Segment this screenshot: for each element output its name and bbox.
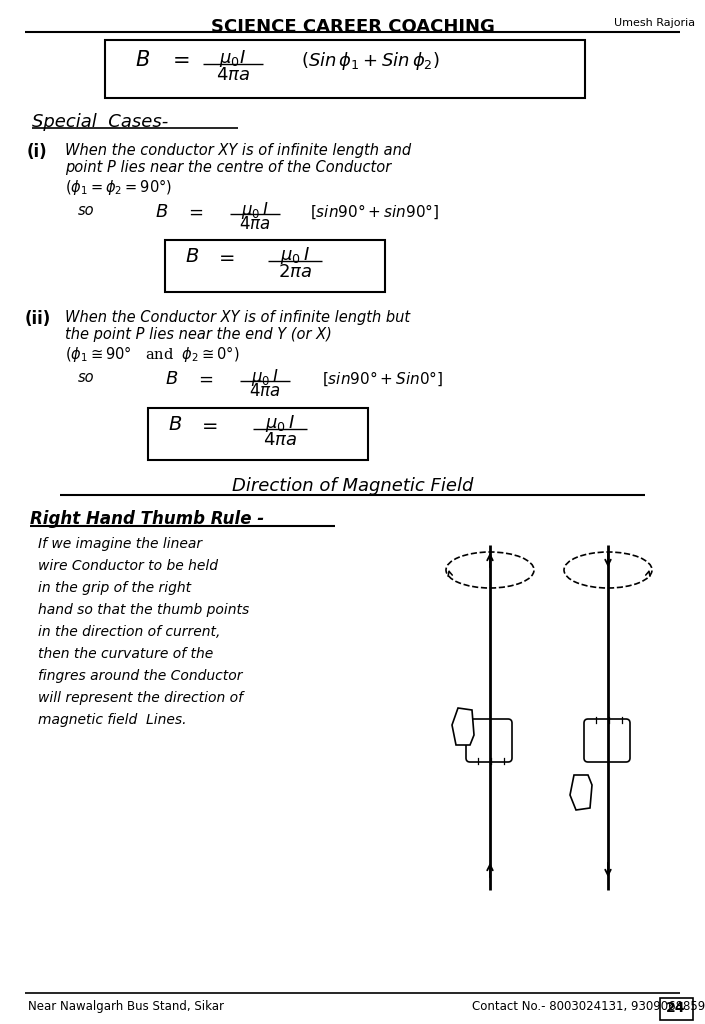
Text: Special  Cases-: Special Cases- — [32, 113, 168, 131]
Text: $B$: $B$ — [135, 50, 150, 70]
Text: Umesh Rajoria: Umesh Rajoria — [614, 18, 695, 28]
Text: $=$: $=$ — [168, 50, 190, 69]
Text: so: so — [78, 370, 94, 385]
Text: $\mu_0\,I$: $\mu_0\,I$ — [280, 245, 310, 266]
Text: $4\pi a$: $4\pi a$ — [263, 431, 297, 449]
Text: Direction of Magnetic Field: Direction of Magnetic Field — [232, 477, 473, 495]
Bar — [148, 408, 368, 460]
Text: $=$: $=$ — [215, 248, 235, 266]
Text: $B$: $B$ — [185, 248, 200, 266]
Text: $\mu_0 I$: $\mu_0 I$ — [219, 48, 247, 69]
Text: $[sin90° + Sin0°]$: $[sin90° + Sin0°]$ — [322, 370, 443, 388]
Polygon shape — [452, 708, 474, 745]
Text: in the direction of current,: in the direction of current, — [38, 625, 221, 639]
Bar — [105, 40, 585, 98]
Text: Near Nawalgarh Bus Stand, Sikar: Near Nawalgarh Bus Stand, Sikar — [28, 1000, 224, 1013]
Text: $\mu_0\,I$: $\mu_0\,I$ — [241, 200, 269, 221]
Text: $4\pi a$: $4\pi a$ — [249, 383, 281, 400]
Text: $B$: $B$ — [155, 203, 168, 221]
Text: $(Sin\,\phi_1 + Sin\,\phi_2)$: $(Sin\,\phi_1 + Sin\,\phi_2)$ — [300, 50, 439, 72]
Text: will represent the direction of: will represent the direction of — [38, 691, 243, 705]
Text: wire Conductor to be held: wire Conductor to be held — [38, 559, 218, 573]
Text: in the grip of the right: in the grip of the right — [38, 581, 191, 595]
Text: $=$: $=$ — [198, 416, 218, 434]
Text: the point P lies near the end Y (or X): the point P lies near the end Y (or X) — [65, 327, 332, 342]
Text: $2\pi a$: $2\pi a$ — [278, 263, 312, 281]
Text: $=$: $=$ — [195, 370, 214, 388]
Text: so: so — [78, 203, 94, 218]
Text: fingres around the Conductor: fingres around the Conductor — [38, 669, 243, 683]
Text: $B$: $B$ — [168, 416, 182, 434]
FancyBboxPatch shape — [466, 719, 512, 762]
Text: magnetic field  Lines.: magnetic field Lines. — [38, 713, 187, 727]
Polygon shape — [570, 775, 592, 810]
Text: $B$: $B$ — [165, 370, 178, 388]
Text: Right Hand Thumb Rule -: Right Hand Thumb Rule - — [30, 510, 264, 528]
Text: $4\pi a$: $4\pi a$ — [239, 216, 271, 233]
Text: $\mu_0\,I$: $\mu_0\,I$ — [265, 413, 295, 434]
Text: When the conductor XY is of infinite length and: When the conductor XY is of infinite len… — [65, 143, 411, 158]
Text: $4\pi a$: $4\pi a$ — [216, 66, 250, 84]
Text: hand so that the thumb points: hand so that the thumb points — [38, 603, 250, 617]
Bar — [165, 240, 385, 292]
Text: SCIENCE CAREER COACHING: SCIENCE CAREER COACHING — [211, 18, 494, 36]
Text: then the curvature of the: then the curvature of the — [38, 647, 213, 662]
Text: $\mu_0\,I$: $\mu_0\,I$ — [251, 367, 279, 388]
Text: Contact No.- 8003024131, 9309068859: Contact No.- 8003024131, 9309068859 — [472, 1000, 705, 1013]
Text: $(\phi_1 \cong 90°$   and  $\phi_2 \cong 0°)$: $(\phi_1 \cong 90°$ and $\phi_2 \cong 0°… — [65, 344, 240, 364]
Text: $[sin90° + sin90°]$: $[sin90° + sin90°]$ — [310, 203, 439, 221]
Bar — [660, 998, 693, 1020]
Text: (i): (i) — [27, 143, 48, 161]
Text: When the Conductor XY is of infinite length but: When the Conductor XY is of infinite len… — [65, 310, 410, 325]
Text: $=$: $=$ — [185, 203, 204, 221]
Text: If we imagine the linear: If we imagine the linear — [38, 537, 202, 551]
FancyBboxPatch shape — [584, 719, 630, 762]
Text: (ii): (ii) — [25, 310, 51, 328]
Text: point P lies near the centre of the Conductor: point P lies near the centre of the Cond… — [65, 160, 391, 175]
Text: 24: 24 — [666, 1001, 686, 1015]
Text: $(\phi_1 = \phi_2 = 90°)$: $(\phi_1 = \phi_2 = 90°)$ — [65, 177, 172, 197]
